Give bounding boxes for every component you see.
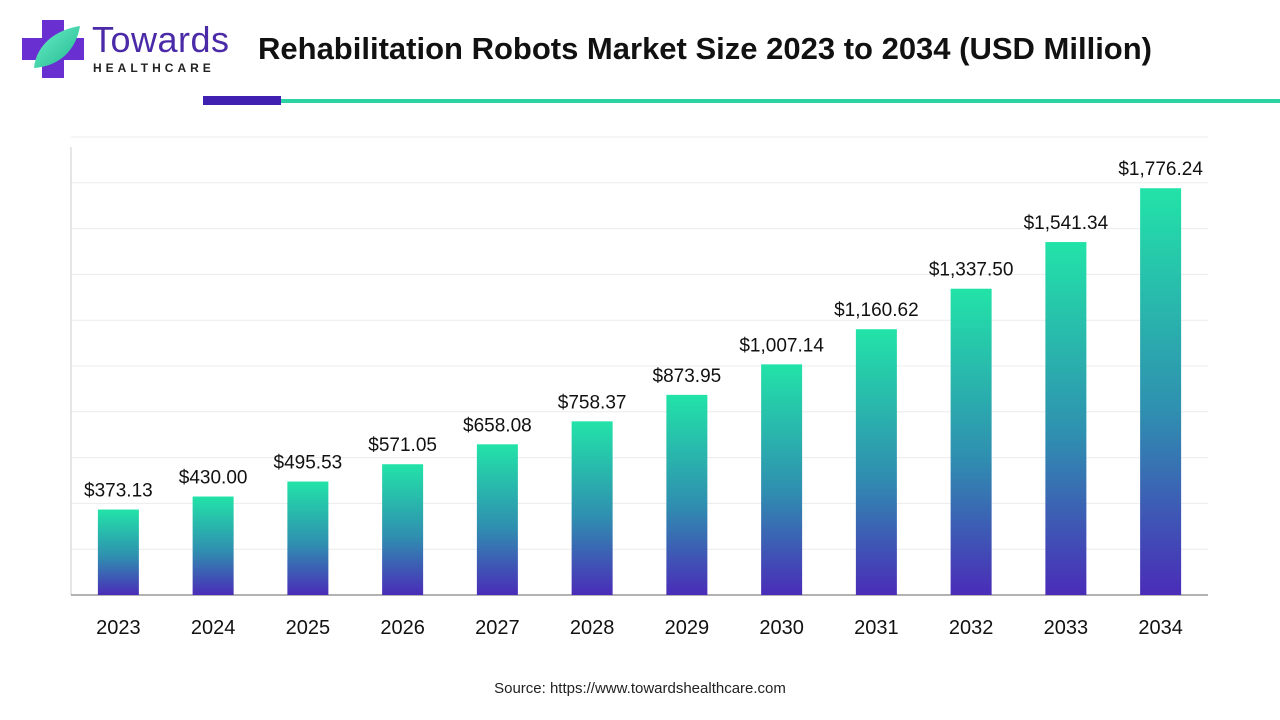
bar-2029 — [666, 394, 708, 595]
data-label-2023: $373.13 — [84, 481, 153, 502]
bar-2034 — [1140, 188, 1182, 596]
plus-leaf-logo-icon — [22, 20, 84, 78]
logo-wordmark: Towards — [92, 19, 230, 60]
logo — [20, 18, 240, 82]
gridlines — [71, 136, 1208, 550]
bar-2023 — [97, 509, 139, 595]
x-tick-label-2028: 2028 — [570, 617, 615, 639]
bar-2032 — [950, 288, 992, 595]
x-tick-label-2029: 2029 — [665, 617, 710, 639]
logo-tagline: HEALTHCARE — [93, 61, 215, 75]
bar-2026 — [382, 464, 424, 595]
bar-2033 — [1045, 242, 1087, 595]
title-rule — [281, 99, 1280, 103]
x-tick-label-2027: 2027 — [475, 617, 520, 639]
x-tick-label-2023: 2023 — [96, 617, 141, 639]
x-tick-label-2030: 2030 — [759, 617, 804, 639]
data-label-2032: $1,337.50 — [929, 260, 1014, 281]
bar-2025 — [287, 481, 329, 595]
page-title: Rehabilitation Robots Market Size 2023 t… — [258, 31, 1153, 66]
data-label-2029: $873.95 — [653, 366, 722, 387]
bar-2031 — [855, 329, 897, 595]
data-label-2031: $1,160.62 — [834, 300, 919, 321]
bar-chart: $373.13 $430.00 $495.53 $571.05 $658.08 $758.… — [70, 136, 1208, 639]
x-tick-label-2025: 2025 — [286, 617, 331, 639]
data-label-2033: $1,541.34 — [1024, 213, 1109, 234]
bar-2030 — [761, 364, 803, 595]
x-tick-label-2033: 2033 — [1044, 617, 1089, 639]
bar-2027 — [476, 444, 518, 595]
data-label-2024: $430.00 — [179, 468, 248, 489]
x-tick-label-2024: 2024 — [191, 617, 236, 639]
x-tick-label-2031: 2031 — [854, 617, 899, 639]
source-caption: Source: https://www.towardshealthcare.co… — [494, 680, 786, 697]
x-tick-label-2034: 2034 — [1138, 617, 1183, 639]
data-label-2034: $1,776.24 — [1118, 159, 1203, 180]
data-label-2027: $658.08 — [463, 415, 532, 436]
data-label-2026: $571.05 — [368, 435, 437, 456]
bar-2028 — [571, 421, 613, 595]
data-label-2025: $495.53 — [274, 453, 343, 474]
x-tick-label-2032: 2032 — [949, 617, 994, 639]
bar-2024 — [192, 496, 234, 595]
data-label-2030: $1,007.14 — [739, 335, 824, 356]
x-tick-label-2026: 2026 — [380, 617, 425, 639]
title-rule-accent — [203, 96, 281, 105]
data-label-2028: $758.37 — [558, 392, 627, 413]
